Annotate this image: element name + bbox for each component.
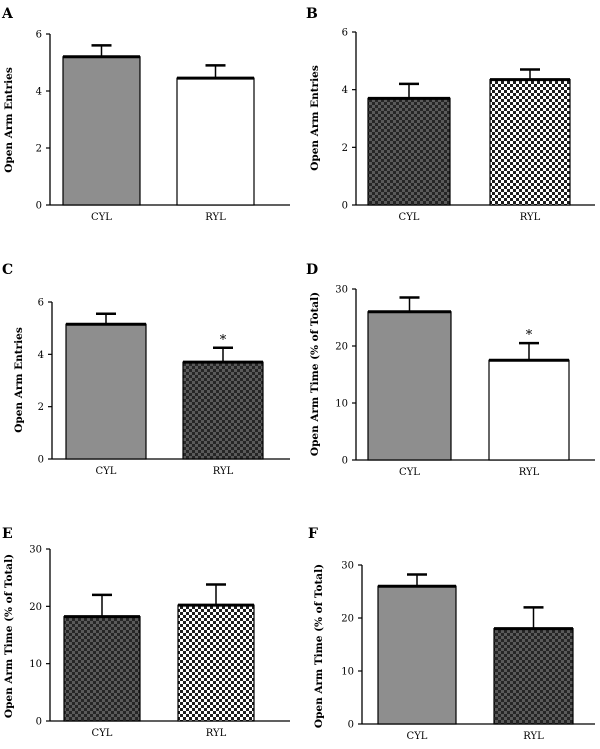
panel-a-plot: 0 2 4 6 CYL RYL [36, 30, 290, 223]
y-tick-label: 0 [36, 201, 42, 212]
category-label: RYL [206, 728, 227, 739]
bar [488, 359, 570, 461]
panel-d-label: D [306, 262, 318, 278]
panel-f-ylabel: Open Arm Time (% of Total) [313, 564, 325, 728]
panel-d-ylabel: Open Arm Time (% of Total) [309, 292, 321, 456]
bar [377, 585, 457, 725]
panel-b-ylabel: Open Arm Entries [309, 65, 321, 171]
panel-e: E Open Arm Time (% of Total) 0 10 20 30 CYL R… [2, 526, 290, 739]
panel-d: D Open Arm Time (% of Total) 0 10 20 30 CYL R… [306, 262, 595, 478]
panel-a: A Open Arm Entries 0 2 4 6 CYL RYL [1, 6, 290, 223]
y-tick-label: 20 [29, 602, 42, 613]
y-tick-label: 0 [348, 720, 354, 731]
panel-c-plot: 0 2 4 6 CYL RYL * [38, 298, 290, 477]
bar [63, 616, 141, 722]
category-label: CYL [407, 731, 428, 742]
y-tick-label: 10 [341, 667, 354, 678]
y-tick-label: 20 [341, 614, 354, 625]
y-tick-label: 0 [342, 201, 348, 212]
panel-d-plot: 0 10 20 30 CYL RYL * [335, 285, 595, 478]
panel-b: B Open Arm Entries 0 2 4 6 CYL RYL [306, 6, 595, 223]
y-tick-label: 10 [335, 399, 348, 410]
bar [489, 78, 571, 206]
y-tick-label: 6 [38, 298, 44, 309]
y-tick-label: 30 [29, 545, 42, 556]
bar [367, 97, 451, 206]
y-tick-label: 6 [342, 28, 348, 39]
y-tick-label: 30 [335, 285, 348, 296]
panel-f-plot: 0 10 20 30 CYL RYL [341, 561, 595, 742]
y-tick-label: 0 [342, 456, 348, 467]
panel-a-label: A [1, 6, 14, 22]
y-tick-label: 6 [36, 30, 42, 41]
panel-b-label: B [306, 6, 318, 22]
bar [177, 604, 255, 722]
category-label: RYL [523, 731, 544, 742]
category-label: RYL [213, 466, 234, 477]
y-tick-label: 4 [36, 87, 42, 98]
y-tick-label: 0 [38, 455, 44, 466]
panel-c-ylabel: Open Arm Entries [13, 327, 25, 433]
category-label: RYL [205, 212, 226, 223]
bar [176, 77, 255, 206]
y-tick-label: 30 [341, 561, 354, 572]
panel-c-label: C [2, 262, 13, 278]
panel-a-ylabel: Open Arm Entries [3, 67, 15, 173]
y-tick-label: 10 [29, 659, 42, 670]
bar [62, 56, 141, 206]
panel-f: F Open Arm Time (% of Total) 0 10 20 30 CYL R… [308, 526, 595, 742]
significance-marker: * [526, 328, 533, 343]
category-label: CYL [92, 728, 113, 739]
y-tick-label: 2 [36, 144, 42, 155]
significance-marker: * [220, 333, 227, 348]
y-tick-label: 0 [36, 717, 42, 728]
bar [65, 323, 147, 460]
panel-f-label: F [308, 526, 318, 542]
panel-b-plot: 0 2 4 6 CYL RYL [342, 28, 595, 223]
category-label: CYL [399, 467, 420, 478]
y-tick-label: 4 [342, 85, 348, 96]
bar [367, 311, 452, 461]
bar [493, 627, 574, 725]
y-tick-label: 2 [38, 402, 44, 413]
category-label: CYL [399, 212, 420, 223]
category-label: RYL [520, 212, 541, 223]
panel-e-ylabel: Open Arm Time (% of Total) [3, 554, 15, 718]
panel-c: C Open Arm Entries 0 2 4 6 CYL RYL * [2, 262, 290, 477]
category-label: RYL [519, 467, 540, 478]
y-tick-label: 20 [335, 342, 348, 353]
bar [182, 361, 264, 460]
y-tick-label: 4 [38, 350, 44, 361]
panel-e-label: E [2, 526, 13, 542]
y-tick-label: 2 [342, 143, 348, 154]
category-label: CYL [96, 466, 117, 477]
category-label: CYL [91, 212, 112, 223]
panel-e-plot: 0 10 20 30 CYL RYL [29, 545, 290, 739]
